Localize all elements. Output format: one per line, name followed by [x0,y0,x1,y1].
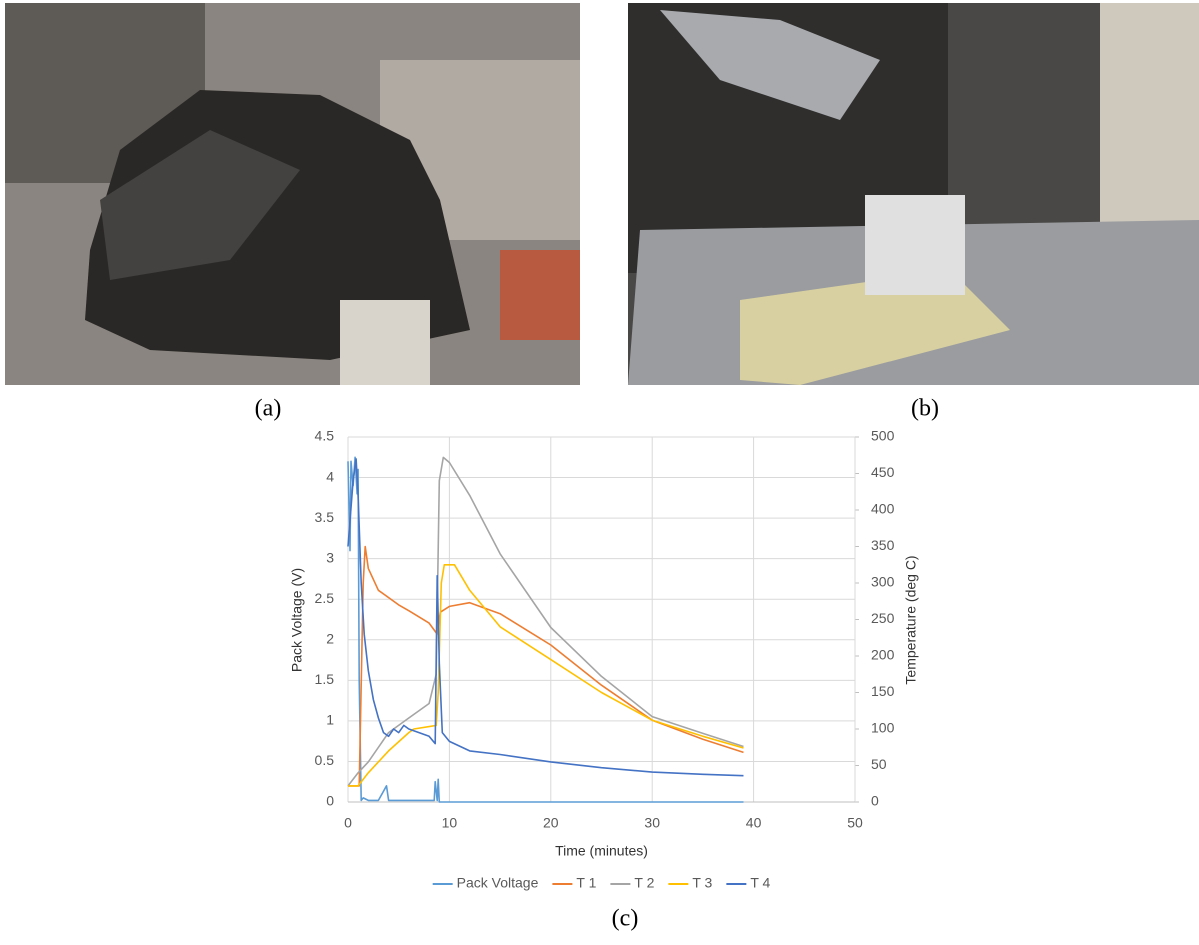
series-line [347,456,744,803]
x-tick-label: 20 [543,815,559,831]
y-tick-label: 2.5 [315,590,335,606]
y-tick-label: 2 [326,630,334,646]
y2-tick-label: 100 [871,720,895,736]
series-line [347,458,744,777]
legend-label: T 2 [634,875,654,891]
y-tick-label: 4 [326,468,334,484]
y2-tick-label: 450 [871,464,895,480]
y-tick-label: 0 [326,793,334,809]
y-tick-label: 0.5 [315,752,335,768]
photo-b [628,3,1199,385]
y2-tick-label: 150 [871,683,895,699]
x-axis-title: Time (minutes) [555,843,648,859]
y2-axis-title: Temperature (deg C) [903,555,919,684]
y-tick-label: 1 [326,712,334,728]
y2-tick-label: 300 [871,574,895,590]
series-line [348,545,744,787]
legend-label: T 1 [576,875,596,891]
y2-tick-label: 200 [871,647,895,663]
y2-tick-label: 50 [871,756,887,772]
panel-label: (a) [255,396,282,422]
y-tick-label: 3.5 [315,509,335,525]
legend-label: T 3 [692,875,712,891]
x-tick-label: 0 [344,815,352,831]
y2-tick-label: 250 [871,610,895,626]
series-line [348,564,744,787]
y-tick-label: 3 [326,549,334,565]
x-tick-label: 10 [442,815,458,831]
panel-label: (b) [911,396,939,422]
x-tick-label: 50 [847,815,863,831]
y-tick-label: 4.5 [315,428,335,444]
series-line [347,456,744,787]
panel-label: (c) [612,906,639,932]
x-tick-label: 40 [746,815,762,831]
y2-tick-label: 400 [871,501,895,517]
y2-tick-label: 0 [871,793,879,809]
y2-tick-label: 500 [871,428,895,444]
y-tick-label: 1.5 [315,671,335,687]
y-axis-title: Pack Voltage (V) [289,568,305,672]
x-tick-label: 30 [644,815,660,831]
legend-label: T 4 [750,875,770,891]
photo-a [5,3,580,385]
legend-label: Pack Voltage [457,875,539,891]
y2-tick-label: 350 [871,537,895,553]
